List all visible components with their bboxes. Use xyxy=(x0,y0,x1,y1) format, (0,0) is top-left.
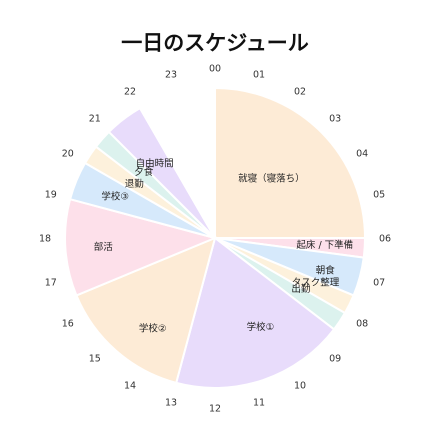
pie-slices xyxy=(64,86,367,389)
hour-tick-label: 11 xyxy=(253,398,265,409)
hour-tick-label: 01 xyxy=(253,69,265,80)
slice-label: 自由時間 xyxy=(136,157,174,169)
hour-tick-label: 20 xyxy=(62,149,74,160)
hour-tick-label: 15 xyxy=(89,354,101,365)
hour-tick-label: 19 xyxy=(45,190,57,201)
hour-tick-label: 02 xyxy=(294,86,306,97)
hour-tick-label: 06 xyxy=(379,234,391,245)
hour-tick-label: 05 xyxy=(373,190,385,201)
slice-label: 夕食 xyxy=(134,166,154,178)
hour-tick-label: 04 xyxy=(356,149,368,160)
slice-label: タスク整理 xyxy=(292,277,340,289)
pie-slice xyxy=(75,236,217,385)
hour-tick-label: 03 xyxy=(329,113,341,124)
hour-tick-label: 10 xyxy=(294,381,306,392)
pie-slice xyxy=(214,86,367,239)
hour-tick-label: 00 xyxy=(209,64,221,75)
hour-tick-label: 13 xyxy=(165,398,177,409)
hour-tick-label: 22 xyxy=(124,86,136,97)
slice-label: 朝食 xyxy=(316,265,336,277)
slice-label: 学校③ xyxy=(101,191,129,203)
pie-slice xyxy=(138,91,216,239)
hour-tick-label: 16 xyxy=(62,319,74,330)
hour-tick-label: 08 xyxy=(356,319,368,330)
hour-tick-label: 18 xyxy=(39,234,51,245)
chart-title: 一日のスケジュール xyxy=(121,31,309,55)
slice-label: 就寝（寝落ち） xyxy=(238,173,305,185)
slice-label: 学校① xyxy=(247,321,275,333)
hour-tick-label: 23 xyxy=(165,69,177,80)
slice-label: 出勤 xyxy=(291,283,310,295)
pie-slice xyxy=(174,236,336,389)
slice-label: 学校② xyxy=(139,323,167,335)
pie-slice xyxy=(64,197,219,297)
hour-tick-label: 09 xyxy=(329,354,341,365)
hour-tick-label: 07 xyxy=(373,278,385,289)
hour-tick-label: 12 xyxy=(209,404,221,415)
slice-label: 退勤 xyxy=(125,178,144,190)
hour-tick-labels: 00 01 02 03 04 05 06 07 08 09 10 11 12 13 14 15 16 17 18 19… xyxy=(39,64,391,415)
hour-tick-label: 17 xyxy=(45,278,57,289)
slice-label: 部活 xyxy=(94,241,114,253)
hour-tick-label: 14 xyxy=(124,381,136,392)
slice-label: 起床 / 下準備 xyxy=(296,239,353,251)
hour-tick-label: 21 xyxy=(89,113,101,124)
